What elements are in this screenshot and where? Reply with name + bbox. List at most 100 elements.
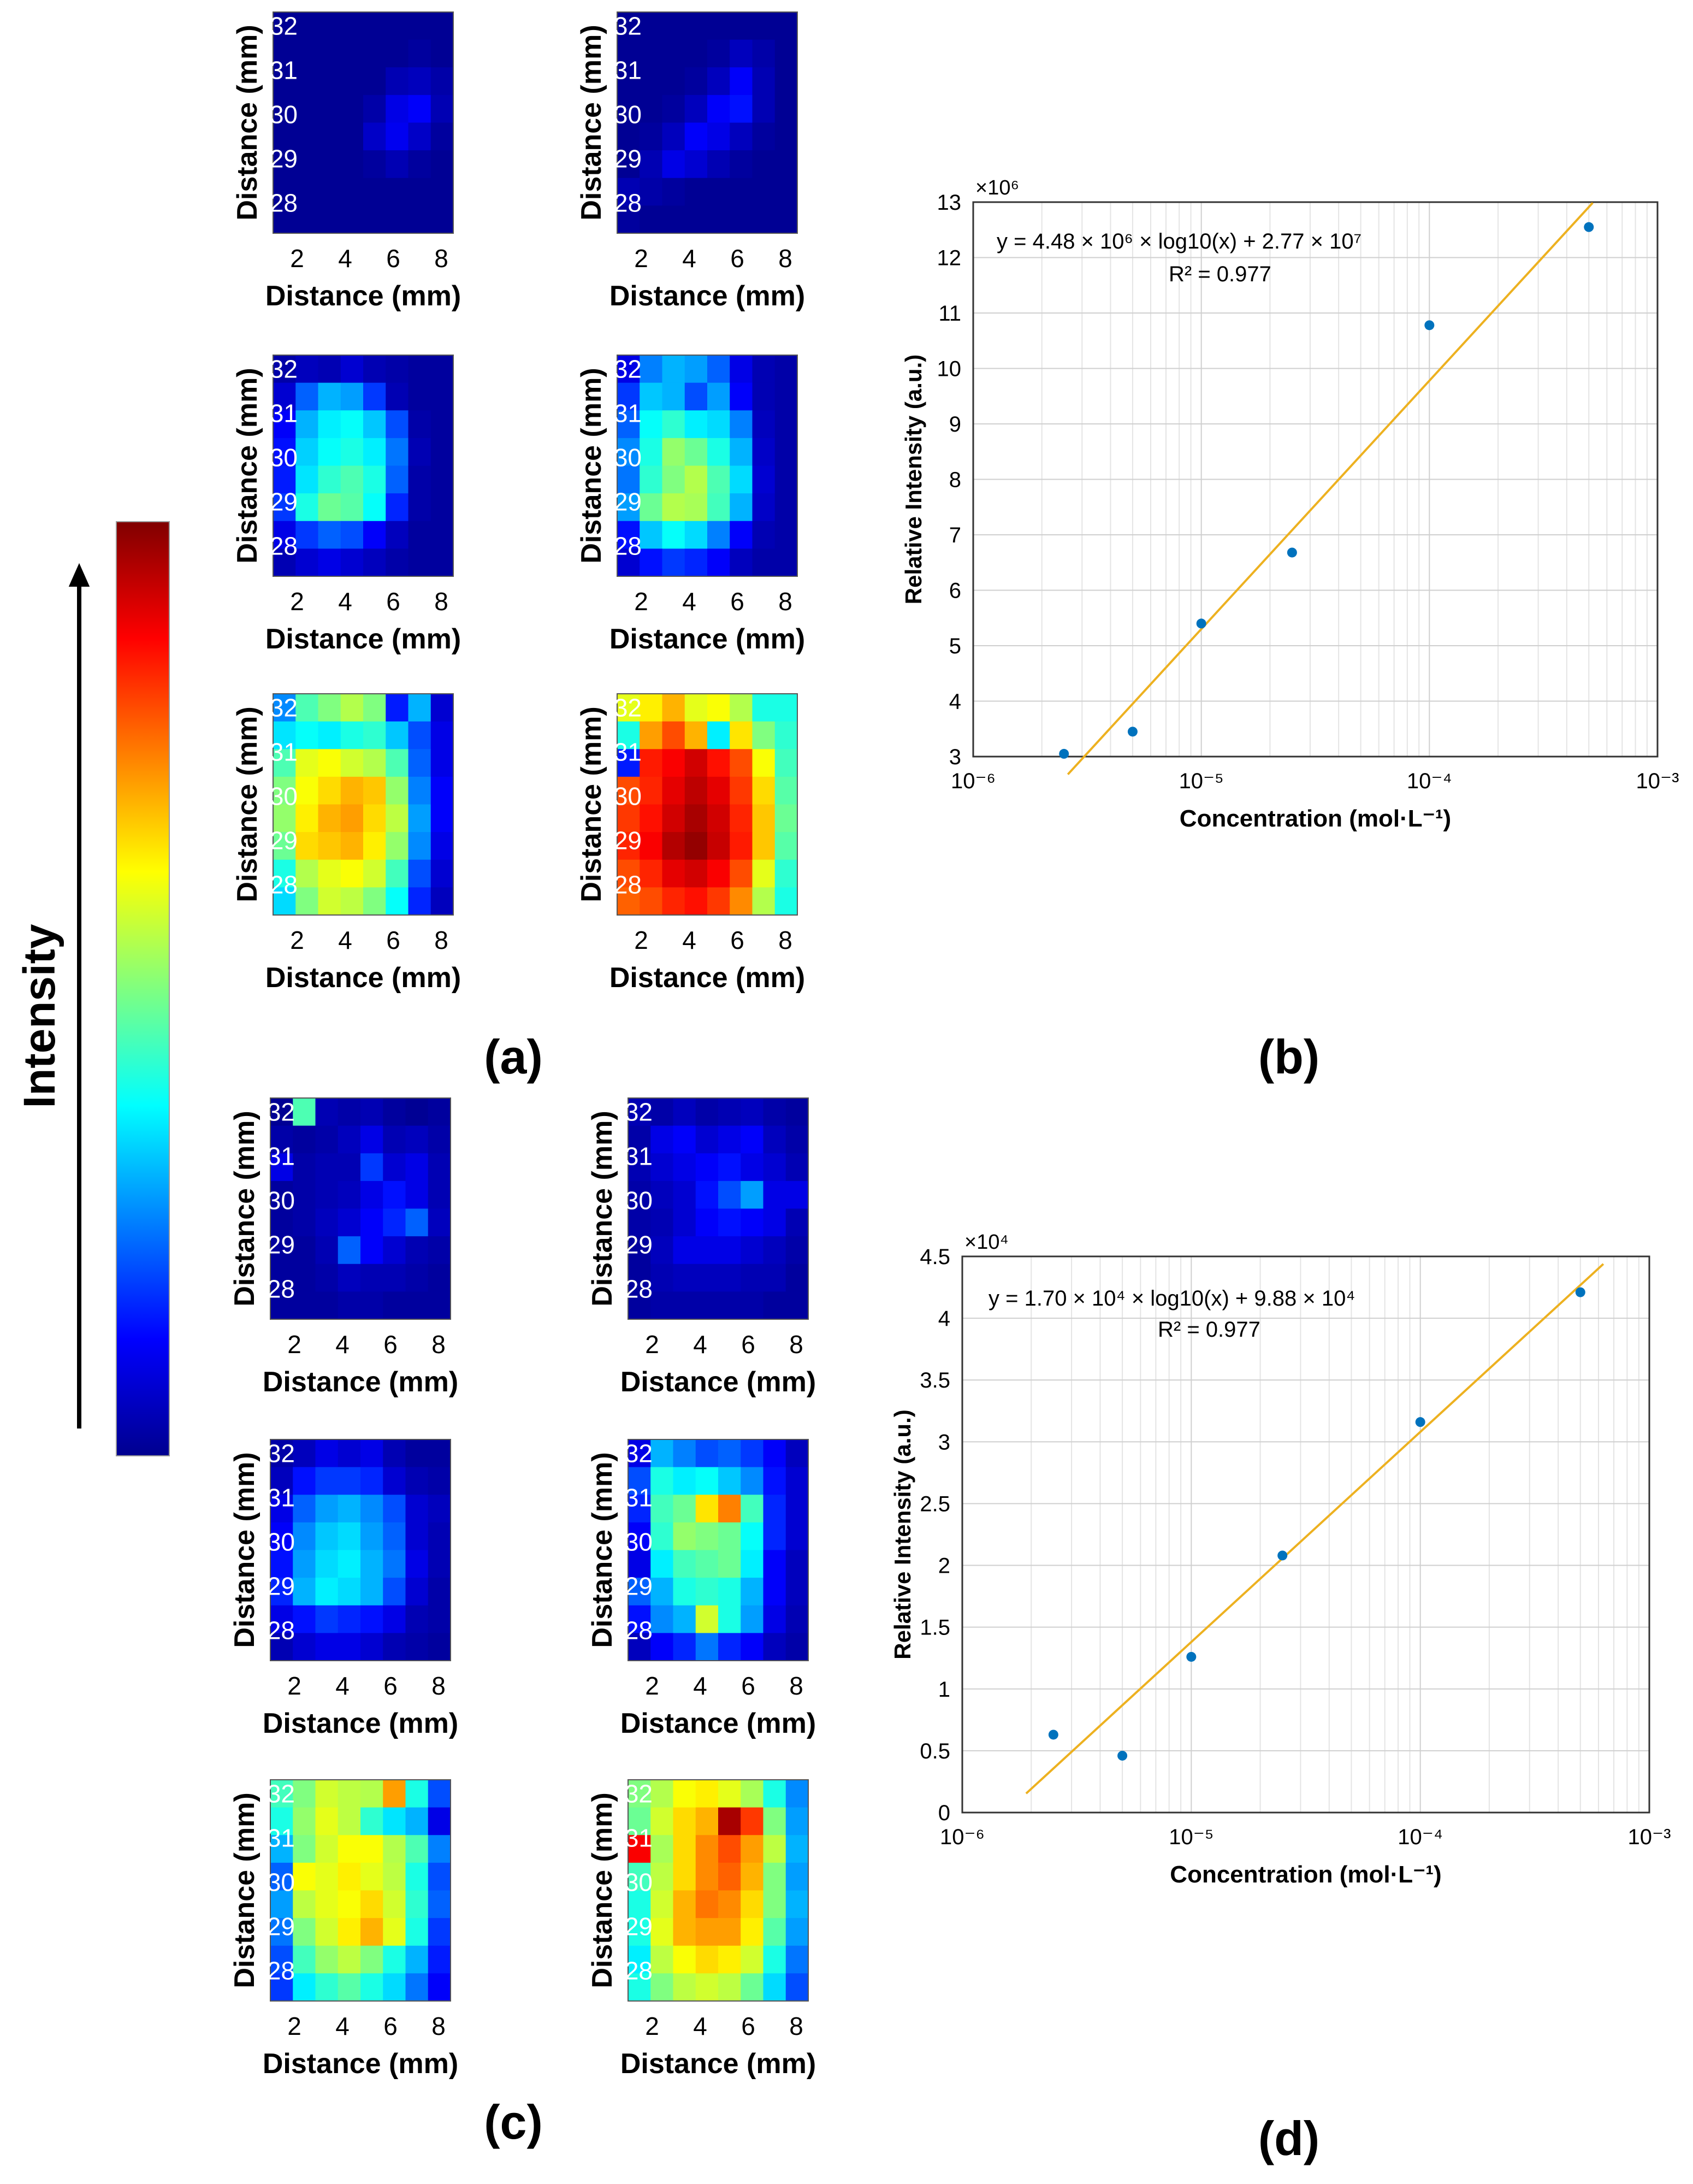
heatmap-cell xyxy=(785,1835,809,1863)
heatmap-cell xyxy=(408,887,431,916)
heatmap-cell xyxy=(318,438,341,467)
heatmap-cell xyxy=(405,1973,429,2002)
heatmap-cell xyxy=(270,1890,293,1919)
heatmap-cell xyxy=(640,721,663,749)
heatmap-cell xyxy=(295,438,319,467)
heatmap-cell xyxy=(707,832,730,860)
heatmap-cell xyxy=(650,1439,674,1468)
heatmap-xtick-label: 6 xyxy=(730,587,744,616)
heatmap-cell xyxy=(730,832,753,860)
heatmap-cell xyxy=(617,438,640,467)
heatmap-cell xyxy=(383,1125,406,1154)
heatmap-cell xyxy=(673,1291,696,1320)
heatmap-cell xyxy=(430,39,454,68)
heatmap-cell xyxy=(340,493,364,522)
x-tick-label: 10⁻⁶ xyxy=(940,1825,985,1849)
heatmap-cell xyxy=(405,1153,429,1182)
heatmap-cell xyxy=(383,1918,406,1946)
heatmap-cell xyxy=(363,548,386,577)
heatmap-cell xyxy=(338,1291,361,1320)
heatmap-ytick-label: 28 xyxy=(270,188,298,217)
heatmap-cell xyxy=(363,122,386,151)
heatmap-cell xyxy=(360,1125,383,1154)
x-axis-label: Concentration (mol·L⁻¹) xyxy=(1170,1861,1441,1888)
heatmap-cell xyxy=(752,12,776,40)
heatmap-cell xyxy=(386,438,409,467)
heatmap-cell xyxy=(340,410,364,439)
heatmap-cell xyxy=(684,859,708,888)
heatmap-cell xyxy=(684,39,708,68)
heatmap-cell xyxy=(640,521,663,549)
heatmap-xtick-label: 4 xyxy=(338,926,352,954)
heatmap-cell xyxy=(383,1291,406,1320)
heatmap-xlabel: Distance (mm) xyxy=(263,1708,458,1739)
heatmap-cell xyxy=(695,1918,719,1946)
heatmap-cell xyxy=(628,1522,651,1551)
heatmap-cell xyxy=(752,548,776,577)
heatmap-cell xyxy=(386,465,409,494)
heatmap-cell xyxy=(360,1550,383,1578)
heatmap-cell xyxy=(684,776,708,805)
heatmap-cell xyxy=(707,493,730,522)
heatmap-cell xyxy=(293,1890,316,1919)
heatmap-xlabel: Distance (mm) xyxy=(263,1366,458,1398)
heatmap-ytick-label: 30 xyxy=(267,1527,295,1556)
heatmap-cell xyxy=(718,1236,741,1265)
heatmap-cell xyxy=(318,465,341,494)
heatmap-cell xyxy=(273,438,296,467)
heatmap-xtick-label: 2 xyxy=(290,587,304,616)
heatmap-cell xyxy=(628,1208,651,1237)
heatmap-cell xyxy=(408,67,431,96)
heatmap-cell xyxy=(673,1236,696,1265)
heatmap-cell xyxy=(408,12,431,40)
heatmap-cell xyxy=(383,1439,406,1468)
heatmap-ytick-label: 30 xyxy=(625,1527,653,1556)
heatmap-xtick-label: 6 xyxy=(383,1330,398,1359)
heatmap-xtick-label: 2 xyxy=(290,244,304,273)
scatter-chart-d: 10⁻⁶ 10⁻⁵ 10⁻⁴ 10⁻³ 0 0.5 1 1.5 2 2.5 3 3.5 4 4.5 ×10⁴… xyxy=(890,1231,1671,1888)
heatmap-cell xyxy=(718,1807,741,1835)
heatmap-cell xyxy=(695,1578,719,1606)
heatmap-xtick-label: 8 xyxy=(789,1672,803,1700)
heatmap-cell xyxy=(295,355,319,383)
heatmap-cell xyxy=(763,1208,786,1237)
heatmap-cell xyxy=(650,1236,674,1265)
heatmap-cell xyxy=(340,150,364,179)
heatmap-xtick-label: 4 xyxy=(338,244,352,273)
heatmap-xlabel: Distance (mm) xyxy=(265,962,461,994)
y-tick-label: 9 xyxy=(949,412,961,436)
heatmap-cell xyxy=(428,1125,451,1154)
heatmap-ytick-label: 30 xyxy=(270,782,298,810)
heatmap-cell xyxy=(684,67,708,96)
heatmap-cell xyxy=(617,749,640,777)
heatmap-cell xyxy=(718,1291,741,1320)
heatmap-cell xyxy=(293,1862,316,1891)
heatmap-cell xyxy=(386,832,409,860)
heatmap-cell xyxy=(730,355,753,383)
heatmap-ytick-label: 29 xyxy=(267,1230,295,1259)
heatmap-frame xyxy=(617,693,798,916)
heatmap-cell xyxy=(707,67,730,96)
heatmap-cell xyxy=(673,1890,696,1919)
heatmap-cell xyxy=(430,438,454,467)
heatmap-ytick-label: 30 xyxy=(614,443,642,471)
heatmap-cell xyxy=(293,1633,316,1661)
heatmap-cell xyxy=(752,122,776,151)
heatmap-ytick-label: 28 xyxy=(270,532,298,560)
heatmap-cell xyxy=(673,1522,696,1551)
heatmap-xtick-label: 8 xyxy=(778,587,792,616)
heatmap-cell xyxy=(363,776,386,805)
heatmap-cell xyxy=(338,1835,361,1863)
heatmap-cell xyxy=(340,521,364,549)
heatmap-cell xyxy=(617,776,640,805)
heatmap-cell xyxy=(340,12,364,40)
heatmap-cell xyxy=(774,804,798,833)
heatmap-cell xyxy=(774,721,798,749)
heatmap-cell xyxy=(707,548,730,577)
heatmap-cell xyxy=(707,804,730,833)
heatmap-cell xyxy=(363,438,386,467)
heatmap-cell xyxy=(763,1633,786,1661)
heatmap-cell xyxy=(340,465,364,494)
